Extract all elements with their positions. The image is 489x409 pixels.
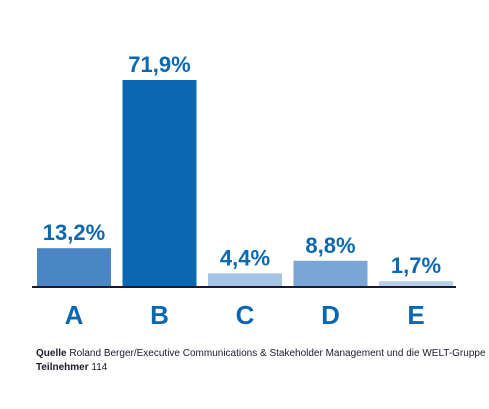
value-label-c: 4,4% [220, 245, 270, 270]
bar-b [122, 80, 197, 286]
bar-d [293, 260, 368, 286]
category-label-b: B [150, 300, 169, 330]
participants-label: Teilnehmer [36, 362, 89, 373]
category-label-a: A [65, 300, 84, 330]
bar-e [379, 281, 453, 286]
category-labels-group: A B C D E [65, 300, 425, 330]
bars-group [37, 80, 453, 286]
category-label-c: C [236, 300, 255, 330]
participants-value: 114 [91, 362, 108, 373]
value-labels-group: 13,2% 71,9% 4,4% 8,8% 1,7% [43, 52, 441, 278]
bar-a [37, 248, 111, 286]
source-text: Roland Berger/Executive Communications &… [69, 348, 486, 359]
category-label-e: E [407, 300, 424, 330]
source-note: Quelle Roland Berger/Executive Communica… [36, 347, 486, 360]
source-label: Quelle [36, 348, 67, 359]
value-label-e: 1,7% [391, 253, 441, 278]
category-label-d: D [321, 300, 340, 330]
value-label-b: 71,9% [128, 52, 190, 77]
bar-chart: 13,2% 71,9% 4,4% 8,8% 1,7% A B C D E [32, 52, 456, 330]
participants-note: Teilnehmer 114 [36, 361, 107, 374]
value-label-d: 8,8% [305, 233, 355, 258]
bar-c [208, 273, 282, 286]
value-label-a: 13,2% [43, 220, 105, 245]
